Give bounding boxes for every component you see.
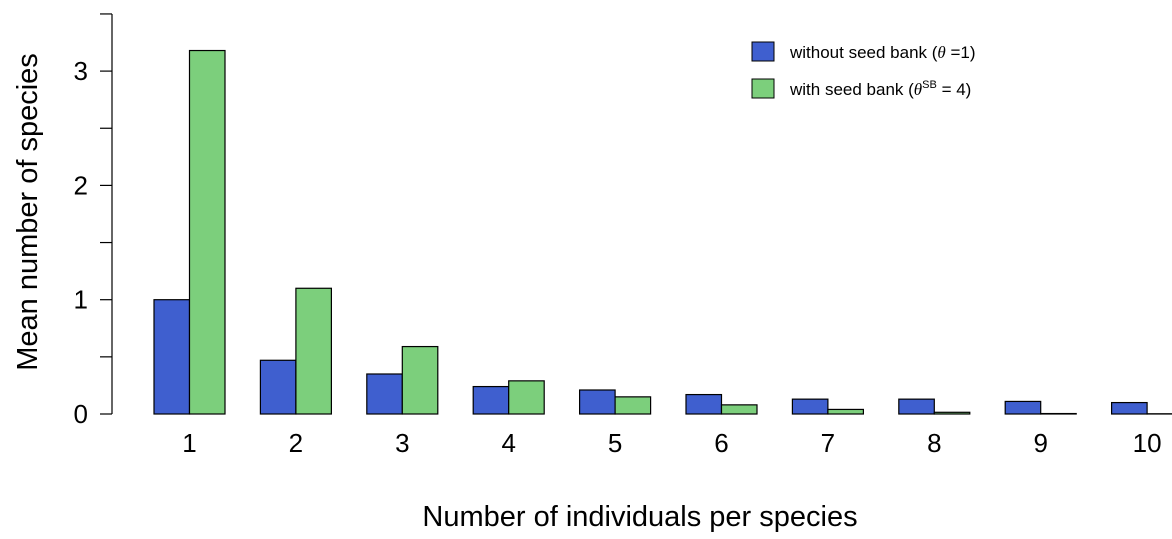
y-axis-title: Mean number of species	[12, 53, 44, 371]
bar-with-seed-bank-8	[933, 411, 971, 415]
x-tick-label: 6	[714, 428, 728, 458]
legend-swatch-with-seed-bank	[751, 78, 775, 99]
x-tick-label: 8	[927, 428, 941, 458]
bar-without-seed-bank-6	[685, 393, 723, 415]
bars	[153, 49, 1172, 415]
y-tick-label: 3	[74, 56, 88, 86]
x-tick-label: 9	[1033, 428, 1047, 458]
bar-with-seed-bank-3	[401, 345, 439, 415]
legend-swatch-without-seed-bank	[751, 41, 775, 62]
x-axis-ticks: 1 2 3 4 5 6 7 8 9 10	[182, 428, 1161, 458]
x-tick-label: 4	[501, 428, 515, 458]
y-tick-label: 0	[74, 399, 88, 429]
x-tick-label: 5	[608, 428, 622, 458]
bar-without-seed-bank-4	[472, 385, 510, 415]
bar-with-seed-bank-7	[827, 408, 865, 415]
legend-label-without-seed-bank: without seed bank (θ =1)	[789, 43, 976, 62]
x-tick-label: 7	[821, 428, 835, 458]
x-tick-label: 10	[1133, 428, 1162, 458]
bar-with-seed-bank-2	[295, 287, 332, 415]
bar-without-seed-bank-8	[898, 398, 935, 415]
bar-without-seed-bank-7	[791, 398, 829, 415]
bar-without-seed-bank-1	[153, 299, 191, 415]
y-tick-label: 2	[74, 170, 88, 200]
x-tick-label: 1	[182, 428, 196, 458]
bar-without-seed-bank-10	[1110, 401, 1148, 415]
bar-with-seed-bank-5	[614, 396, 652, 415]
bar-with-seed-bank-4	[508, 380, 545, 415]
bar-with-seed-bank-6	[720, 404, 758, 415]
legend: without seed bank (θ =1) with seed bank …	[751, 41, 976, 99]
x-axis-title: Number of individuals per species	[422, 501, 857, 533]
bar-without-seed-bank-9	[1004, 400, 1042, 415]
bar-without-seed-bank-3	[366, 373, 403, 415]
x-tick-label: 2	[289, 428, 303, 458]
bar-without-seed-bank-5	[578, 389, 616, 415]
y-tick-label: 1	[74, 285, 88, 315]
legend-label-with-seed-bank: with seed bank (θSB = 4)	[789, 79, 971, 99]
bar-with-seed-bank-1	[188, 49, 226, 415]
bar-without-seed-bank-2	[259, 359, 297, 415]
x-tick-label: 3	[395, 428, 409, 458]
y-axis: 0 1 2 3	[74, 13, 113, 429]
